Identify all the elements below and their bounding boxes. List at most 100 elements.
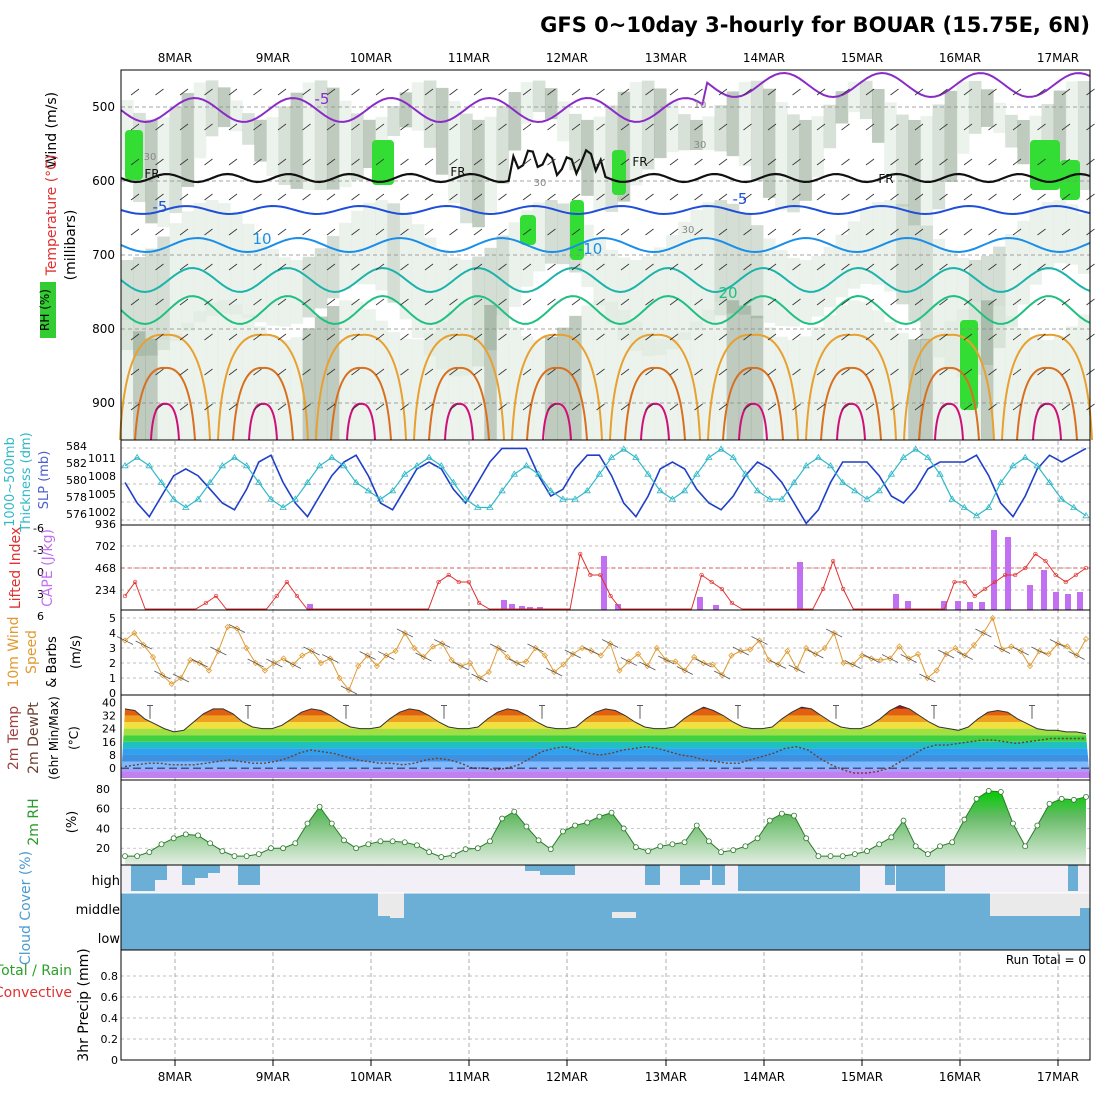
wind-barb (939, 403, 948, 411)
surface-wind-barb (452, 661, 470, 671)
rh-shade-cell (133, 257, 146, 356)
wind-barb (963, 263, 973, 271)
slp-tick-label: 1008 (88, 470, 116, 483)
cloud-high-cell (540, 865, 575, 875)
rh-marker (316, 803, 323, 810)
thickness-marker (620, 445, 628, 452)
wind-barb (743, 298, 752, 306)
rh-shade-cell (133, 331, 146, 440)
wind-barb (375, 333, 385, 341)
wind-barb (743, 403, 752, 411)
thickness-marker (984, 503, 993, 510)
wind-barb (204, 298, 213, 306)
lifted-index-axis-label: Lifted Index (8, 527, 24, 609)
surface-wind-barb (975, 628, 992, 638)
wind-barb (669, 298, 679, 306)
surface-wind-barb (919, 673, 936, 683)
wind-barb (865, 158, 875, 166)
wind-barb (841, 193, 850, 201)
wind-barb (204, 403, 213, 411)
wind-barb (669, 263, 679, 271)
wind-barb (1037, 263, 1046, 271)
wind-barb (718, 158, 728, 166)
top-date-label: 9MAR (256, 51, 291, 65)
wind-barb (424, 263, 434, 271)
rh-shade-cell (157, 236, 170, 351)
temp-band (121, 722, 1090, 729)
surface-wind-barb (1068, 651, 1085, 660)
wind-tick-label: 0 (109, 687, 116, 700)
wind-barb (865, 228, 875, 236)
rh-shade-cell (762, 88, 776, 198)
rh-shade-cell (181, 92, 195, 187)
surface-wind-barb (863, 654, 880, 663)
rh-shade-cell (871, 202, 885, 285)
wind-barb (841, 88, 850, 96)
rh-shade-cell (326, 87, 340, 190)
rh-shade-cell (314, 248, 328, 309)
wind-barb (228, 123, 238, 131)
lifted-index-marker (466, 579, 472, 585)
wind-barb (816, 403, 826, 411)
rh-marker (937, 843, 943, 850)
temp-band (121, 768, 1090, 772)
rh-shade-cell (581, 305, 594, 440)
rh-shade-cell (472, 300, 485, 440)
wind-barb (963, 88, 973, 96)
lifted-index-marker (598, 572, 603, 578)
rh-shade-cell (496, 235, 510, 330)
surface-wind-barb (154, 670, 171, 680)
wind-barb (424, 158, 434, 166)
wind-barb (1061, 298, 1071, 306)
surface-wind-barb (807, 649, 824, 659)
wind-speed-marker (205, 667, 213, 674)
wind-barb (1037, 333, 1046, 341)
lifted-index-marker (132, 579, 138, 585)
wind-barb (645, 333, 654, 341)
rh-marker (791, 812, 797, 819)
thickness-marker (486, 503, 494, 510)
rh-marker (511, 808, 518, 815)
wind-barb (400, 228, 409, 236)
wind-barb (620, 228, 630, 236)
isotherm-30-dome (1016, 366, 1078, 441)
isotherm-30-dome (232, 366, 294, 441)
wind-speed-marker (635, 650, 642, 658)
wind-speed-marker (448, 656, 455, 664)
wind-barb (571, 88, 581, 96)
wind-speed-marker (149, 653, 157, 661)
rh-shade-cell (242, 113, 255, 145)
rh-shade-cell (956, 81, 970, 154)
thickness-marker (1070, 503, 1078, 510)
rh-axis-label: RH (%) (38, 289, 52, 331)
rh-shade-cell (641, 332, 655, 440)
wind-speed-marker (131, 629, 138, 637)
rh-shade-cell (242, 223, 255, 318)
thickness-marker (607, 453, 616, 460)
li-tick-label: 6 (37, 610, 44, 623)
rh-shade-cell (375, 200, 388, 291)
rh-shade-cell (145, 248, 158, 356)
rh-shade-cell (508, 222, 522, 307)
wind-barb (130, 158, 140, 166)
rh-marker (572, 822, 578, 829)
rh-marker (997, 789, 1004, 795)
isotherm-30-dome (134, 366, 196, 441)
wind-barb (963, 228, 973, 236)
wind-barb (694, 158, 703, 166)
wind-barb (890, 123, 899, 131)
rh-shade-cell (230, 100, 243, 132)
temp-tick-label: 8 (109, 749, 116, 762)
slp-axis-label: SLP (mb) (37, 451, 52, 510)
lifted-index-marker (436, 579, 441, 585)
thickness-marker (534, 470, 543, 477)
cape-bar (1041, 570, 1047, 610)
wind-barb (816, 158, 826, 166)
surface-wind-barb (713, 670, 731, 680)
surface-wind-barb (396, 628, 414, 638)
rh-shade-cell (1065, 326, 1079, 440)
thickness-marker (145, 462, 154, 469)
pressure-tick-label: 800 (92, 322, 115, 336)
rh-shade-cell (1053, 200, 1067, 264)
wind-barb (498, 298, 507, 306)
